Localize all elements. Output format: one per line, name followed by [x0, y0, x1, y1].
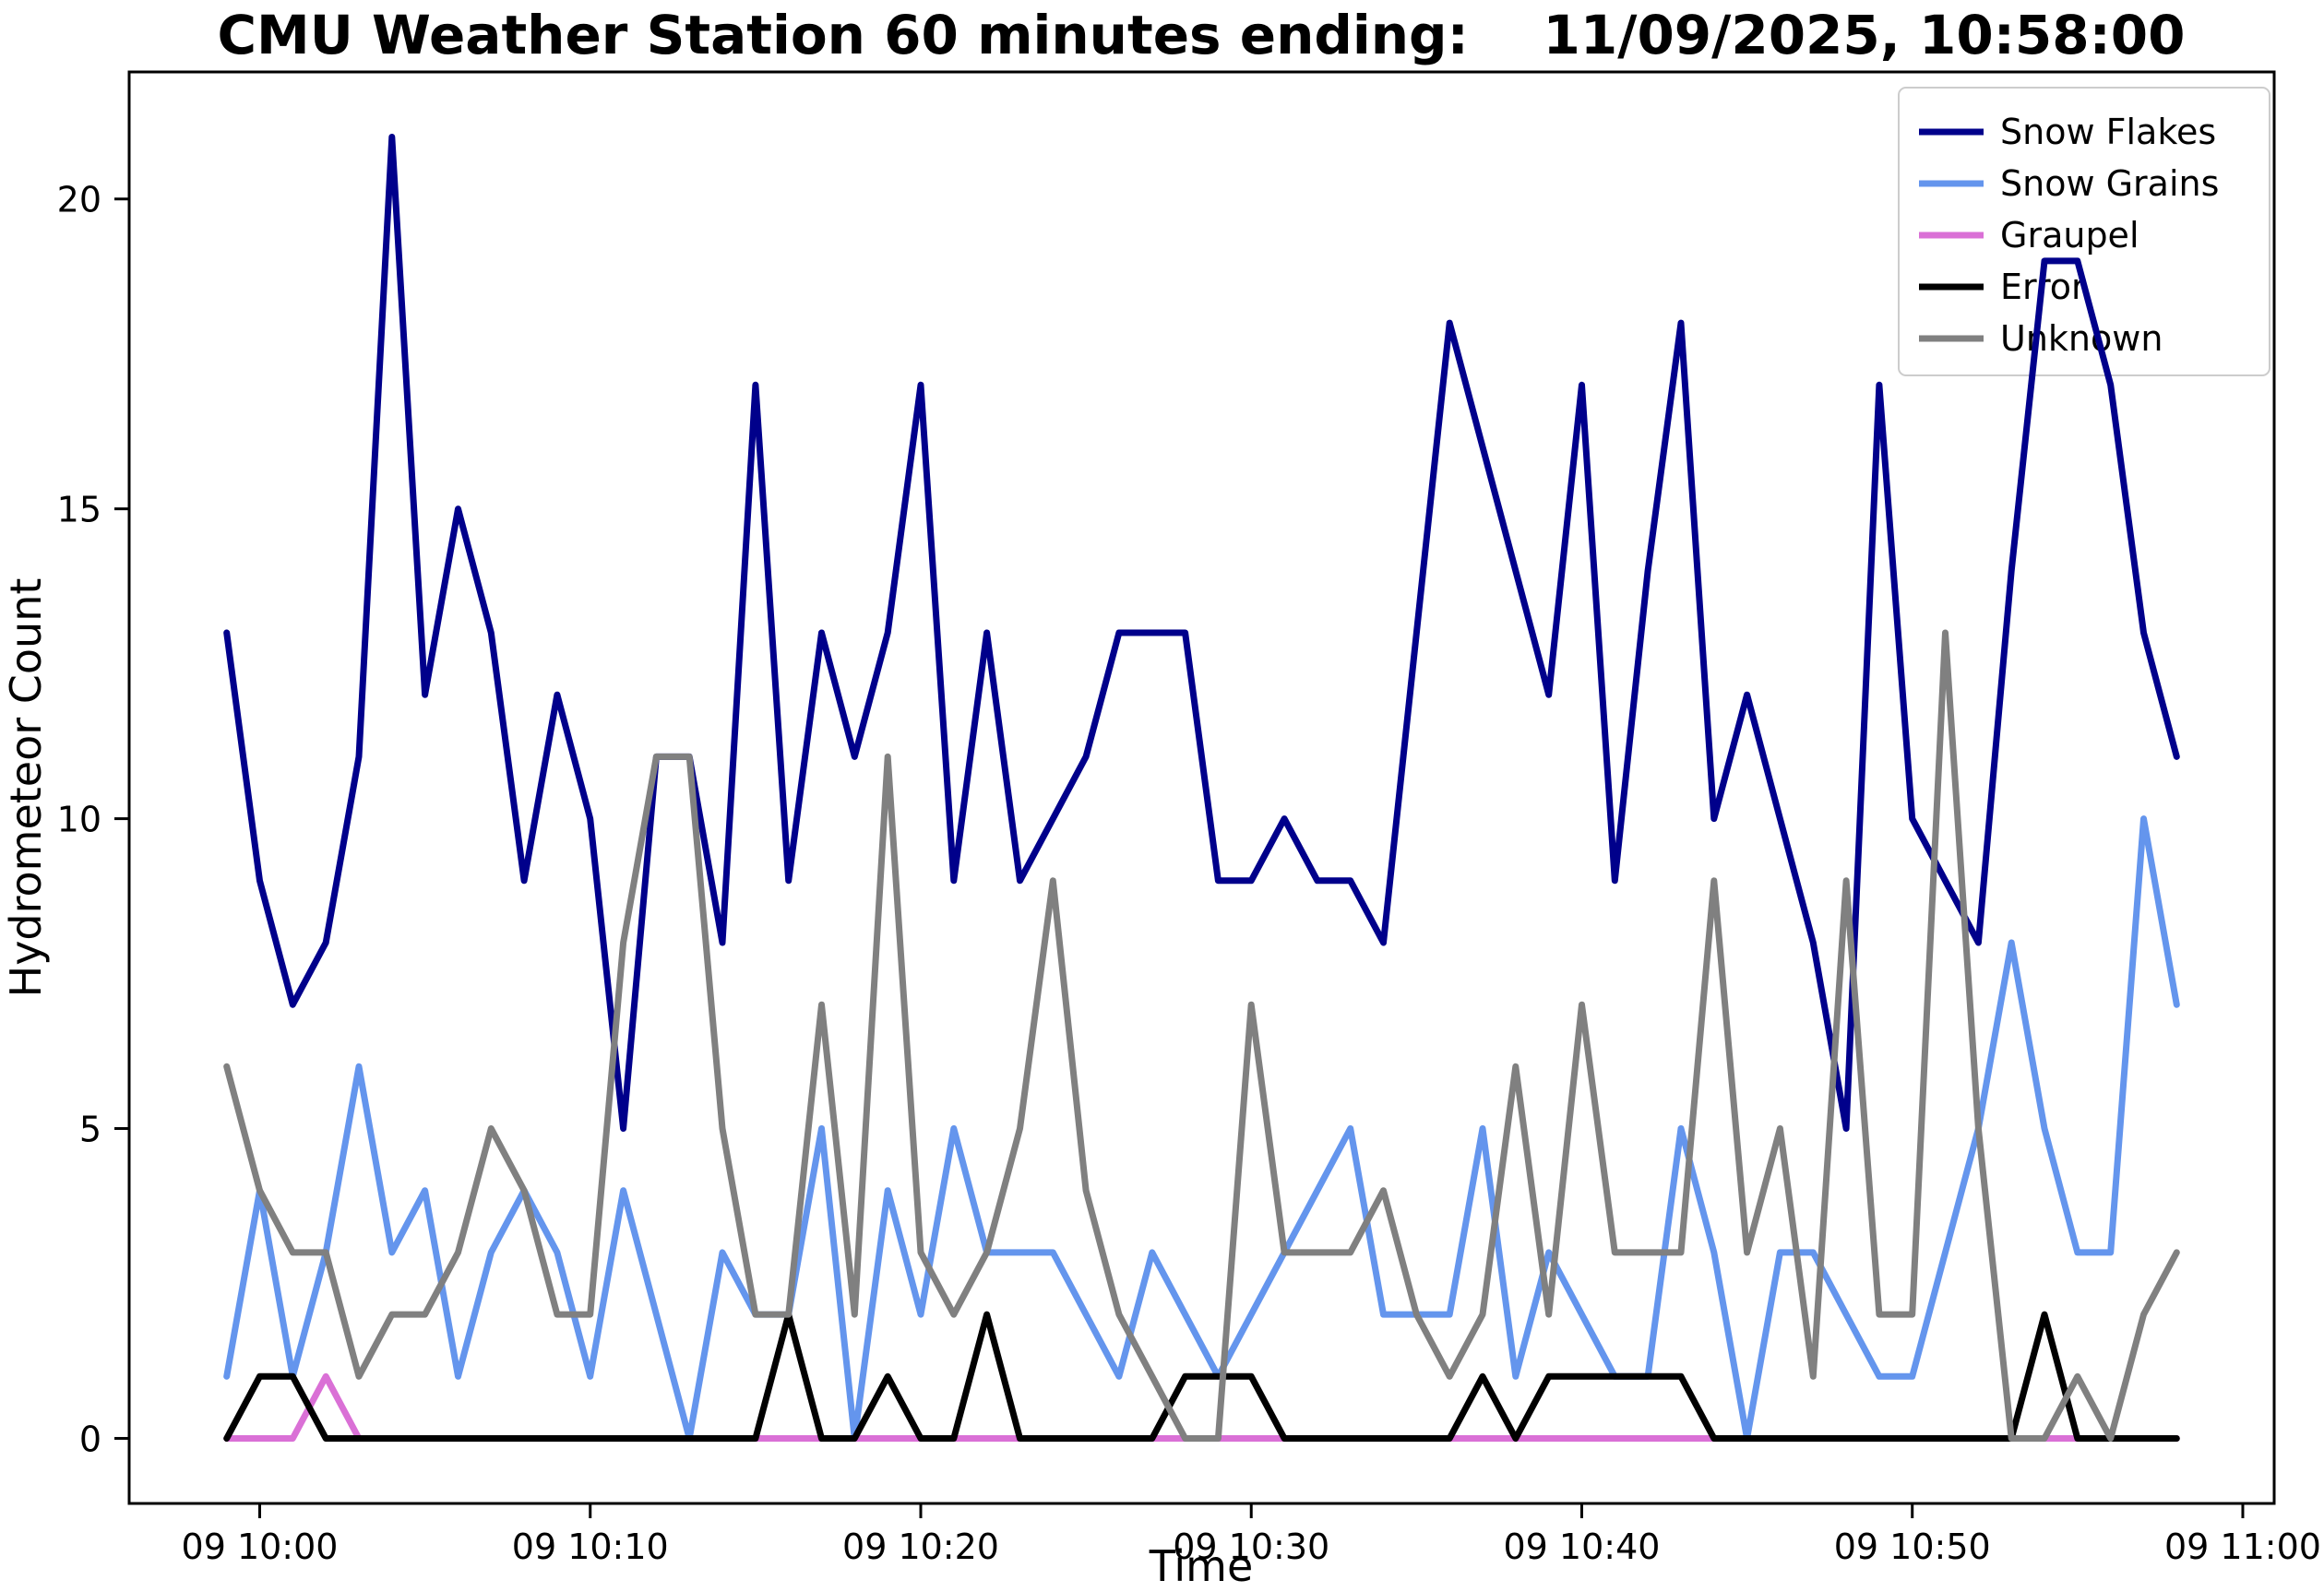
series-line-snow-flakes — [223, 134, 2180, 1132]
x-tick-label: 09 10:10 — [512, 1527, 669, 1567]
x-tick-label: 09 10:00 — [182, 1527, 339, 1567]
legend-label-unknown: Unknown — [2000, 318, 2163, 359]
legend-label-graupel: Graupel — [2000, 215, 2139, 255]
axes: 09 10:00 09 10:10 09 10:20 09 10:30 09 10:40… — [57, 70, 2321, 1567]
x-tick-label: 09 10:40 — [1504, 1527, 1661, 1567]
series-line-graupel — [223, 1372, 2180, 1442]
legend-label-snow-grains: Snow Grains — [2000, 163, 2219, 204]
x-axis-label: Time — [1149, 1541, 1254, 1588]
y-tick-label: 15 — [57, 490, 101, 530]
y-tick-label: 5 — [79, 1110, 101, 1150]
legend-label-snow-flakes: Snow Flakes — [2000, 112, 2216, 152]
legend-item-graupel: Graupel — [1919, 215, 2139, 255]
y-tick-label: 10 — [57, 800, 101, 840]
series-line-unknown — [223, 629, 2180, 1442]
x-tick-label: 09 10:20 — [842, 1527, 999, 1567]
series-line-error — [223, 1311, 2180, 1442]
legend-item-unknown: Unknown — [1919, 318, 2163, 359]
y-tick-label: 20 — [57, 180, 101, 220]
x-tick-label: 09 10:50 — [1834, 1527, 1991, 1567]
y-axis-label: Hydrometeor Count — [1, 578, 51, 998]
chart-title: CMU Weather Station 60 minutes ending: 1… — [217, 4, 2185, 66]
plot-frame — [127, 70, 2276, 1505]
series-lines — [223, 134, 2180, 1442]
y-tick-label: 0 — [79, 1419, 101, 1459]
series-line-snow-grains — [223, 815, 2180, 1442]
x-tick-label: 09 10:30 — [1173, 1527, 1329, 1567]
x-tick-label: 09 11:00 — [2164, 1527, 2321, 1567]
legend-item-snow-flakes: Snow Flakes — [1919, 112, 2216, 152]
legend-item-snow-grains: Snow Grains — [1919, 163, 2219, 204]
legend-frame — [1898, 87, 2270, 376]
